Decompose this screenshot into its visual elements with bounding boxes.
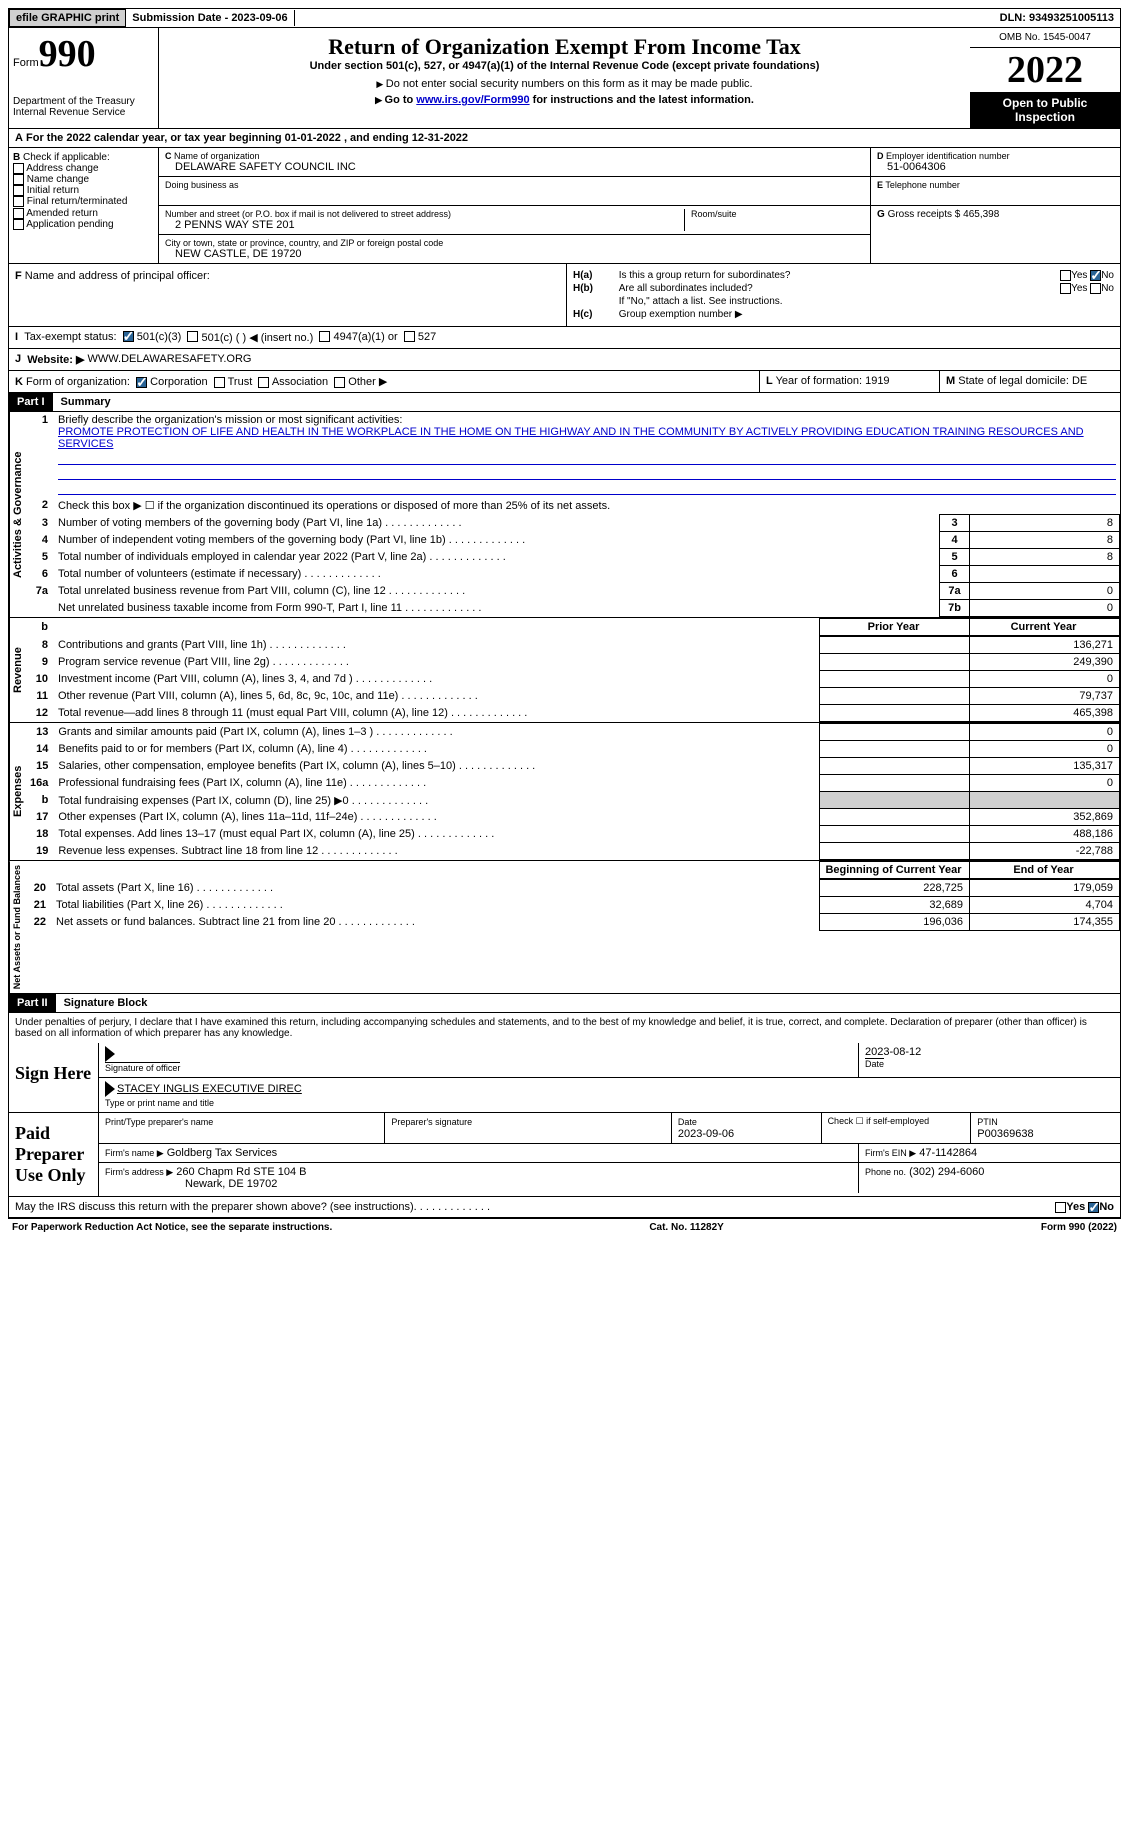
cb-other[interactable] <box>334 377 345 388</box>
form-number: Form990 <box>13 32 154 76</box>
section-j: J Website: ▶ WWW.DELAWARESAFETY.ORG <box>8 349 1121 371</box>
form-subtitle: Under section 501(c), 527, or 4947(a)(1)… <box>165 60 964 72</box>
cb-corp[interactable] <box>136 377 147 388</box>
website: WWW.DELAWARESAFETY.ORG <box>87 353 251 366</box>
section-a: A For the 2022 calendar year, or tax yea… <box>8 129 1121 148</box>
org-city: NEW CASTLE, DE 19720 <box>165 248 864 260</box>
cb-name-change[interactable] <box>13 174 24 185</box>
cb-hb-yes[interactable] <box>1060 283 1071 294</box>
page-footer: For Paperwork Reduction Act Notice, see … <box>8 1218 1121 1236</box>
cb-527[interactable] <box>404 331 415 342</box>
part1-netassets: Net Assets or Fund Balances Beginning of… <box>8 861 1121 994</box>
form-title: Return of Organization Exempt From Incom… <box>165 34 964 60</box>
part1-governance: Activities & Governance 1Briefly describ… <box>8 412 1121 618</box>
ein: 51-0064306 <box>877 161 1114 173</box>
signature-block: Under penalties of perjury, I declare th… <box>8 1013 1121 1197</box>
part1-header: Part ISummary <box>8 393 1121 412</box>
tax-year: 2022 <box>970 48 1120 92</box>
note-ssn: Do not enter social security numbers on … <box>165 78 964 90</box>
dln-number: DLN: 93493251005113 <box>994 10 1120 26</box>
arrow-icon <box>105 1046 115 1062</box>
part1-expenses: Expenses 13Grants and similar amounts pa… <box>8 723 1121 861</box>
submission-date: Submission Date - 2023-09-06 <box>126 10 294 26</box>
cb-discuss-yes[interactable] <box>1055 1202 1066 1213</box>
cb-trust[interactable] <box>214 377 225 388</box>
cb-assoc[interactable] <box>258 377 269 388</box>
cb-ha-yes[interactable] <box>1060 270 1071 281</box>
form-header: Form990 Department of the Treasury Inter… <box>8 28 1121 129</box>
section-bcd: B Check if applicable: Address change Na… <box>8 148 1121 264</box>
cb-final-return[interactable] <box>13 196 24 207</box>
top-bar: efile GRAPHIC print Submission Date - 20… <box>8 8 1121 28</box>
part1-revenue: Revenue bPrior YearCurrent Year 8Contrib… <box>8 618 1121 723</box>
cb-amended[interactable] <box>13 208 24 219</box>
mission-text: PROMOTE PROTECTION OF LIFE AND HEALTH IN… <box>58 426 1084 450</box>
irs-label: Internal Revenue Service <box>13 107 154 118</box>
section-i: I Tax-exempt status: 501(c)(3) 501(c) ( … <box>8 327 1121 349</box>
irs-link[interactable]: www.irs.gov/Form990 <box>416 94 529 106</box>
paid-preparer-label: Paid Preparer Use Only <box>9 1113 99 1196</box>
cb-501c3[interactable] <box>123 331 134 342</box>
declaration-text: Under penalties of perjury, I declare th… <box>9 1013 1120 1043</box>
arrow-icon <box>105 1081 115 1097</box>
cb-4947[interactable] <box>319 331 330 342</box>
efile-print-button[interactable]: efile GRAPHIC print <box>9 9 126 27</box>
cb-501c[interactable] <box>187 331 198 342</box>
org-address: 2 PENNS WAY STE 201 <box>165 219 684 231</box>
section-d: D Employer identification number 51-0064… <box>870 148 1120 263</box>
omb-number: OMB No. 1545-0047 <box>970 28 1120 48</box>
section-b: B Check if applicable: Address change Na… <box>9 148 159 263</box>
discuss-row: May the IRS discuss this return with the… <box>8 1197 1121 1218</box>
section-c: C Name of organization DELAWARE SAFETY C… <box>159 148 870 263</box>
gross-receipts: 465,398 <box>963 209 999 220</box>
cb-pending[interactable] <box>13 219 24 230</box>
org-name: DELAWARE SAFETY COUNCIL INC <box>165 161 864 173</box>
part2-header: Part IISignature Block <box>8 994 1121 1013</box>
note-goto: Go to www.irs.gov/Form990 for instructio… <box>165 94 964 106</box>
cb-discuss-no[interactable] <box>1088 1202 1099 1213</box>
public-inspection: Open to Public Inspection <box>970 92 1120 128</box>
cb-initial-return[interactable] <box>13 185 24 196</box>
section-fh: F Name and address of principal officer:… <box>8 264 1121 327</box>
section-klm: K Form of organization: Corporation Trus… <box>8 371 1121 393</box>
cb-ha-no[interactable] <box>1090 270 1101 281</box>
form-container: efile GRAPHIC print Submission Date - 20… <box>0 0 1129 1244</box>
sign-here-label: Sign Here <box>9 1043 99 1112</box>
dept-treasury: Department of the Treasury <box>13 96 154 107</box>
cb-hb-no[interactable] <box>1090 283 1101 294</box>
cb-address-change[interactable] <box>13 163 24 174</box>
